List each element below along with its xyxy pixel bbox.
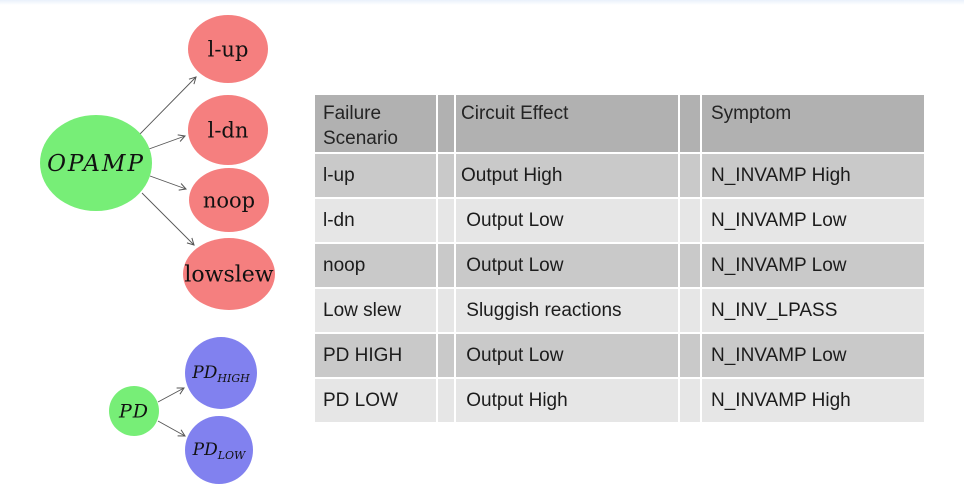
cell-spacer bbox=[680, 199, 700, 242]
cell-spacer bbox=[438, 334, 454, 377]
node-pd-low-shape bbox=[185, 416, 253, 484]
node-l-dn-shape bbox=[188, 95, 268, 165]
node-l-up-shape bbox=[188, 15, 268, 83]
top-strip bbox=[0, 0, 964, 5]
cell-spacer bbox=[438, 289, 454, 332]
node-pd-shape bbox=[109, 386, 159, 436]
cell-circuit-effect: Output Low bbox=[456, 244, 678, 287]
cell-symptom: N_INVAMP High bbox=[702, 379, 924, 422]
header-circuit-effect: Circuit Effect bbox=[456, 95, 678, 152]
cell-spacer bbox=[438, 154, 454, 197]
cell-circuit-effect: Output High bbox=[456, 154, 678, 197]
cell-spacer bbox=[680, 289, 700, 332]
edge-opamp-to-l-dn bbox=[148, 134, 186, 150]
cell-failure-scenario: l-dn bbox=[315, 199, 436, 242]
node-pd-high-shape bbox=[185, 337, 257, 409]
node-noop-shape bbox=[189, 168, 269, 232]
node-pd-high-subscript: HIGH bbox=[216, 372, 250, 385]
node-pd-label: PD bbox=[118, 401, 149, 423]
failure-symptom-table: Failure Scenario Circuit Effect Symptom … bbox=[315, 95, 924, 422]
node-pd-high: PDHIGH bbox=[185, 337, 257, 409]
node-opamp: OPAMP bbox=[40, 115, 152, 211]
node-l-dn: l-dn bbox=[188, 95, 268, 165]
cell-symptom: N_INVAMP High bbox=[702, 154, 924, 197]
node-noop: noop bbox=[189, 168, 269, 232]
node-l-up-label: l-up bbox=[208, 37, 249, 61]
header-failure-scenario: Failure Scenario bbox=[315, 95, 436, 152]
cell-spacer bbox=[438, 244, 454, 287]
cell-circuit-effect: Output Low bbox=[456, 199, 678, 242]
cell-failure-scenario: Low slew bbox=[315, 289, 436, 332]
node-pd-low: PDLOW bbox=[185, 416, 253, 484]
node-pd-low-base: PD bbox=[192, 440, 218, 460]
node-lowslew-shape bbox=[183, 238, 275, 310]
cell-failure-scenario: noop bbox=[315, 244, 436, 287]
cell-spacer bbox=[680, 244, 700, 287]
edge-opamp-to-l-up bbox=[139, 76, 197, 135]
node-pd: PD bbox=[109, 386, 159, 436]
cell-circuit-effect: Output Low bbox=[456, 334, 678, 377]
cell-spacer bbox=[680, 379, 700, 422]
cell-failure-scenario: PD HIGH bbox=[315, 334, 436, 377]
node-pd-high-base: PD bbox=[191, 363, 217, 383]
node-pd-high-label: PDHIGH bbox=[191, 363, 250, 385]
edge-pd-to-pd-high bbox=[157, 387, 185, 403]
cell-spacer bbox=[438, 199, 454, 242]
node-pd-low-label: PDLOW bbox=[192, 440, 247, 462]
node-lowslew-label: lowslew bbox=[184, 263, 273, 288]
node-pd-low-subscript: LOW bbox=[217, 449, 247, 462]
node-noop-label: noop bbox=[203, 188, 255, 212]
cell-spacer bbox=[680, 334, 700, 377]
cell-circuit-effect: Output High bbox=[456, 379, 678, 422]
cell-symptom: N_INV_LPASS bbox=[702, 289, 924, 332]
header-symptom: Symptom bbox=[702, 95, 924, 152]
header-spacer-2 bbox=[680, 95, 700, 152]
node-opamp-label: OPAMP bbox=[47, 151, 145, 177]
cell-spacer bbox=[438, 379, 454, 422]
node-l-up: l-up bbox=[188, 15, 268, 83]
cell-symptom: N_INVAMP Low bbox=[702, 199, 924, 242]
node-lowslew: lowslew bbox=[183, 238, 275, 310]
header-spacer-1 bbox=[438, 95, 454, 152]
edge-opamp-to-lowslew bbox=[141, 192, 195, 246]
fault-tree-diagram: OPAMP l-up l-dn noop lowslew PD PDHIGH bbox=[40, 15, 275, 484]
cell-failure-scenario: l-up bbox=[315, 154, 436, 197]
cell-symptom: N_INVAMP Low bbox=[702, 244, 924, 287]
node-opamp-shape bbox=[40, 115, 152, 211]
cell-failure-scenario: PD LOW bbox=[315, 379, 436, 422]
cell-spacer bbox=[680, 154, 700, 197]
cell-circuit-effect: Sluggish reactions bbox=[456, 289, 678, 332]
edge-opamp-to-noop bbox=[149, 175, 187, 191]
edge-pd-to-pd-low bbox=[157, 420, 186, 437]
cell-symptom: N_INVAMP Low bbox=[702, 334, 924, 377]
node-l-dn-label: l-dn bbox=[208, 118, 249, 142]
